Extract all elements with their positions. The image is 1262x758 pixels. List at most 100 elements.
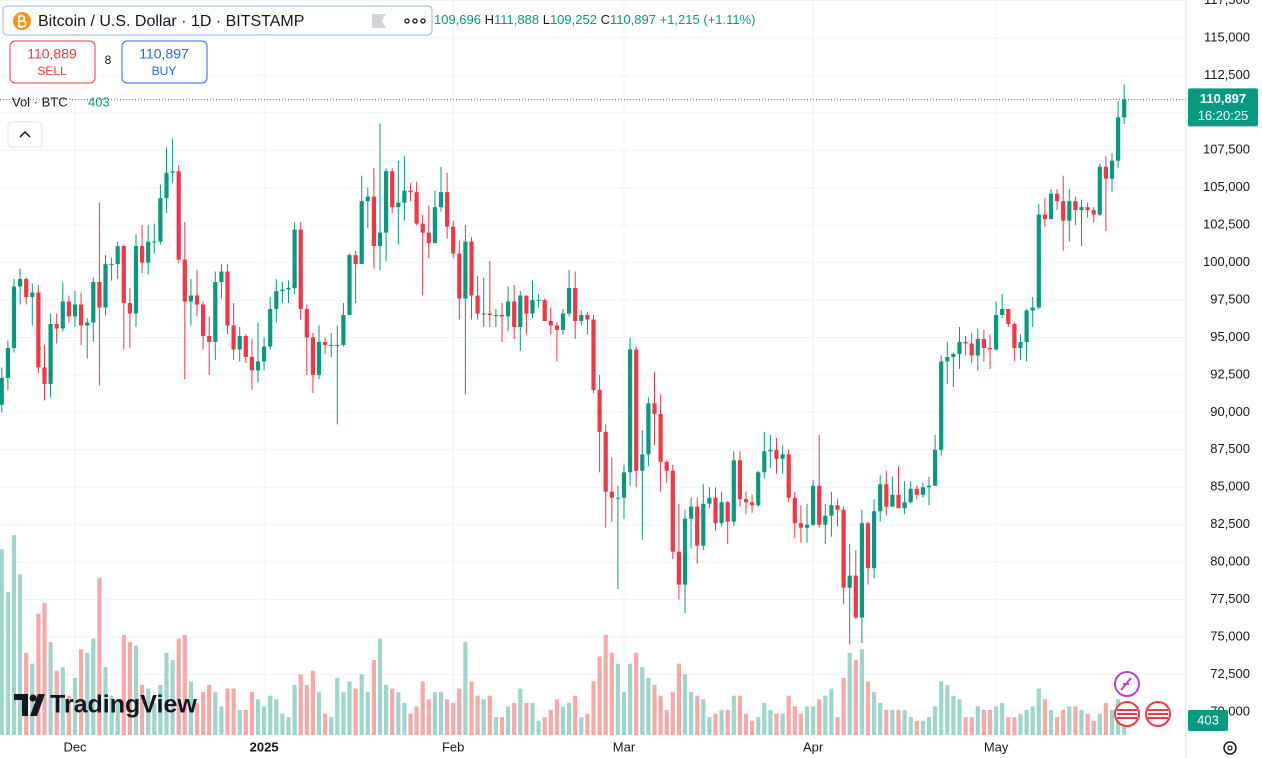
flag-icon[interactable] (372, 14, 386, 28)
volume-bar (969, 717, 974, 735)
logo-text: TradingView (50, 691, 197, 719)
candle-body (408, 190, 413, 193)
volume-bar (731, 695, 736, 735)
candle-body (750, 502, 755, 506)
candle-body (262, 346, 267, 362)
volume-bar (1036, 688, 1041, 735)
volume-bar (896, 710, 901, 735)
volume-bar (445, 699, 450, 735)
volume-bar (158, 685, 163, 735)
volume-bar (811, 706, 816, 735)
volume-bar (188, 681, 193, 735)
volume-bar (652, 685, 657, 735)
candle-body (79, 304, 84, 326)
volume-bar (957, 699, 962, 735)
volume-bar (865, 681, 871, 735)
volume-bar (518, 688, 523, 735)
volume-bar (847, 652, 852, 735)
candle-body (975, 338, 980, 356)
candle-body (42, 367, 47, 384)
y-tick-label: 87,500 (1210, 441, 1250, 456)
volume-legend-label: Vol · BTC (12, 94, 68, 109)
close-label: C (601, 12, 610, 27)
candle-body (689, 506, 694, 519)
logo-mark (14, 694, 45, 716)
volume-bar (481, 699, 486, 735)
volume-bar (79, 649, 84, 735)
volume-bar (420, 681, 425, 735)
volume-bar (262, 706, 267, 735)
sell-button[interactable] (9, 40, 96, 84)
buy-button[interactable] (121, 40, 208, 84)
candle-body (743, 499, 749, 503)
close-value: 110,897 (610, 12, 656, 27)
candle-body (249, 356, 254, 371)
volume-bar (140, 685, 145, 735)
symbol-box[interactable] (2, 5, 433, 36)
candle-body (762, 451, 767, 473)
candle-body (829, 505, 834, 516)
candle-body (737, 460, 742, 500)
more-icon[interactable] (404, 18, 426, 24)
candle-body (707, 497, 712, 504)
candle-body (1055, 193, 1060, 202)
volume-bar (451, 702, 456, 735)
last-price-badge (1188, 88, 1258, 127)
x-tick-label: 2025 (250, 739, 279, 754)
volume-bar (213, 692, 218, 735)
candle-body (152, 241, 157, 243)
candle-body (1061, 201, 1066, 221)
volume-bar (249, 692, 254, 735)
volume-bar (591, 681, 596, 735)
candle-body (24, 279, 29, 298)
volume-bar (756, 717, 761, 735)
candle-body (438, 192, 444, 208)
candle-body (646, 403, 651, 455)
y-tick-label: 75,000 (1210, 628, 1250, 643)
volume-bar (872, 692, 877, 735)
candle-body (1018, 341, 1023, 348)
volume-bar (377, 638, 383, 735)
candle-body (1042, 214, 1047, 220)
volume-bar (597, 656, 602, 735)
y-tick-label: 90,000 (1210, 404, 1250, 419)
candle-body (713, 497, 718, 524)
candle-body (481, 313, 486, 315)
x-tick-label: Feb (442, 739, 464, 754)
volume-bar (1055, 717, 1060, 735)
candle-body (463, 241, 468, 299)
collapse-button[interactable] (7, 121, 43, 148)
volume-bar (817, 699, 822, 735)
candle-body (274, 291, 279, 310)
buy-label: BUY (152, 64, 177, 78)
volume-bar (963, 717, 968, 735)
candle-body (426, 232, 431, 244)
candle-body (18, 279, 23, 287)
settings-icon[interactable] (1223, 741, 1237, 755)
candle-body (1024, 310, 1029, 342)
volume-bar (5, 592, 10, 735)
candle-body (255, 361, 261, 371)
volume-bar (268, 695, 273, 735)
volume-bar (634, 652, 639, 735)
volume-bar (487, 695, 492, 735)
candle-body (201, 304, 206, 336)
spread: 8 (105, 53, 112, 67)
candle-body (945, 356, 950, 362)
volume-bar (85, 652, 90, 735)
volume-bar (841, 677, 846, 735)
volume-bar (152, 702, 157, 735)
volume-bar (146, 688, 151, 735)
volume-bar (573, 695, 578, 735)
volume-bar (994, 706, 999, 735)
candle-body (384, 171, 389, 233)
high-label: H (485, 12, 494, 27)
volume-bar (402, 702, 407, 735)
volume-bar (42, 602, 47, 735)
candle-body (573, 288, 578, 321)
volume-bar (463, 642, 468, 735)
volume-bar (780, 713, 785, 735)
candle-body (1079, 207, 1084, 211)
candle-body (719, 502, 724, 524)
